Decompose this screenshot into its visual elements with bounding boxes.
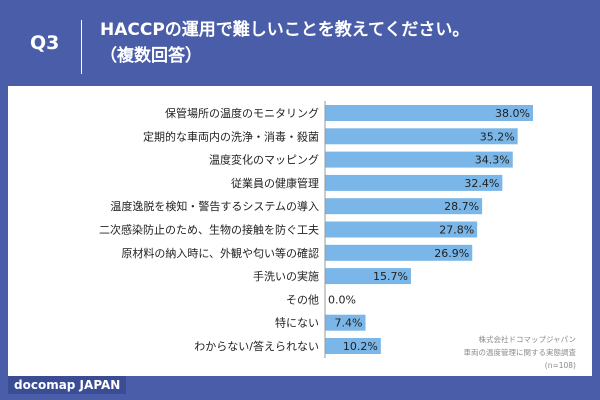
bar xyxy=(325,338,381,354)
category-label: 手洗いの実施 xyxy=(253,269,319,283)
brand-logo: docomap JAPAN xyxy=(8,376,127,394)
bar xyxy=(325,244,473,261)
bar xyxy=(325,314,366,331)
value-label: 34.3% xyxy=(475,154,510,167)
question-number: Q3 xyxy=(30,32,60,54)
value-label: 10.2% xyxy=(343,340,378,353)
value-label: 27.8% xyxy=(439,224,474,237)
bar xyxy=(325,105,533,121)
value-label: 15.7% xyxy=(373,270,408,283)
question-title: HACCPの運用で難しいことを教えてください。 （複数回答） xyxy=(100,17,570,69)
value-label: 35.2% xyxy=(480,130,515,143)
value-label: 38.0% xyxy=(495,107,530,120)
bar xyxy=(325,174,503,191)
category-label: わからない/答えられない xyxy=(194,339,319,353)
value-label: 28.7% xyxy=(444,200,479,213)
category-label: その他 xyxy=(286,293,319,306)
category-label: 温度変化のマッピング xyxy=(209,153,319,167)
category-label: 温度逸脱を検知・警告するシステムの導入 xyxy=(110,199,319,213)
source-line-2: 車両の温度管理に関する実態調査 xyxy=(463,348,577,357)
question-line-2: （複数回答） xyxy=(100,46,202,66)
bar xyxy=(325,151,513,168)
category-label: 定期的な車両内の洗浄・消毒・殺菌 xyxy=(143,129,319,143)
source-line-1: 株式会社ドコマップジャパン xyxy=(478,335,577,344)
category-label: 原材料の納入時に、外観や匂い等の確認 xyxy=(121,246,319,260)
value-label: 26.9% xyxy=(434,247,469,260)
bar xyxy=(325,221,478,238)
category-label: 特にない xyxy=(275,316,319,330)
value-label: 7.4% xyxy=(335,317,363,330)
question-line-1: HACCPの運用で難しいことを教えてください。 xyxy=(100,20,470,40)
value-label: 32.4% xyxy=(464,177,499,190)
category-label: 二次感染防止のため、生物の接触を防ぐ工夫 xyxy=(99,223,319,237)
bar xyxy=(325,268,411,285)
source-note: 株式会社ドコマップジャパン 車両の温度管理に関する実態調査 (n=108) xyxy=(464,333,577,372)
source-line-3: (n=108) xyxy=(544,361,576,370)
category-label: 従業員の健康管理 xyxy=(231,176,319,190)
bar xyxy=(325,198,483,215)
value-label: 0.0% xyxy=(328,293,356,306)
header-divider xyxy=(81,20,82,74)
chart-panel: 保管場所の温度のモニタリング 38.0% 定期的な車両内の洗浄・消毒・殺菌 35.2%… xyxy=(8,86,592,376)
bar-chart: 保管場所の温度のモニタリング 38.0% 定期的な車両内の洗浄・消毒・殺菌 35.2%… xyxy=(99,101,533,358)
bar xyxy=(325,128,518,145)
category-label: 保管場所の温度のモニタリング xyxy=(165,106,319,120)
